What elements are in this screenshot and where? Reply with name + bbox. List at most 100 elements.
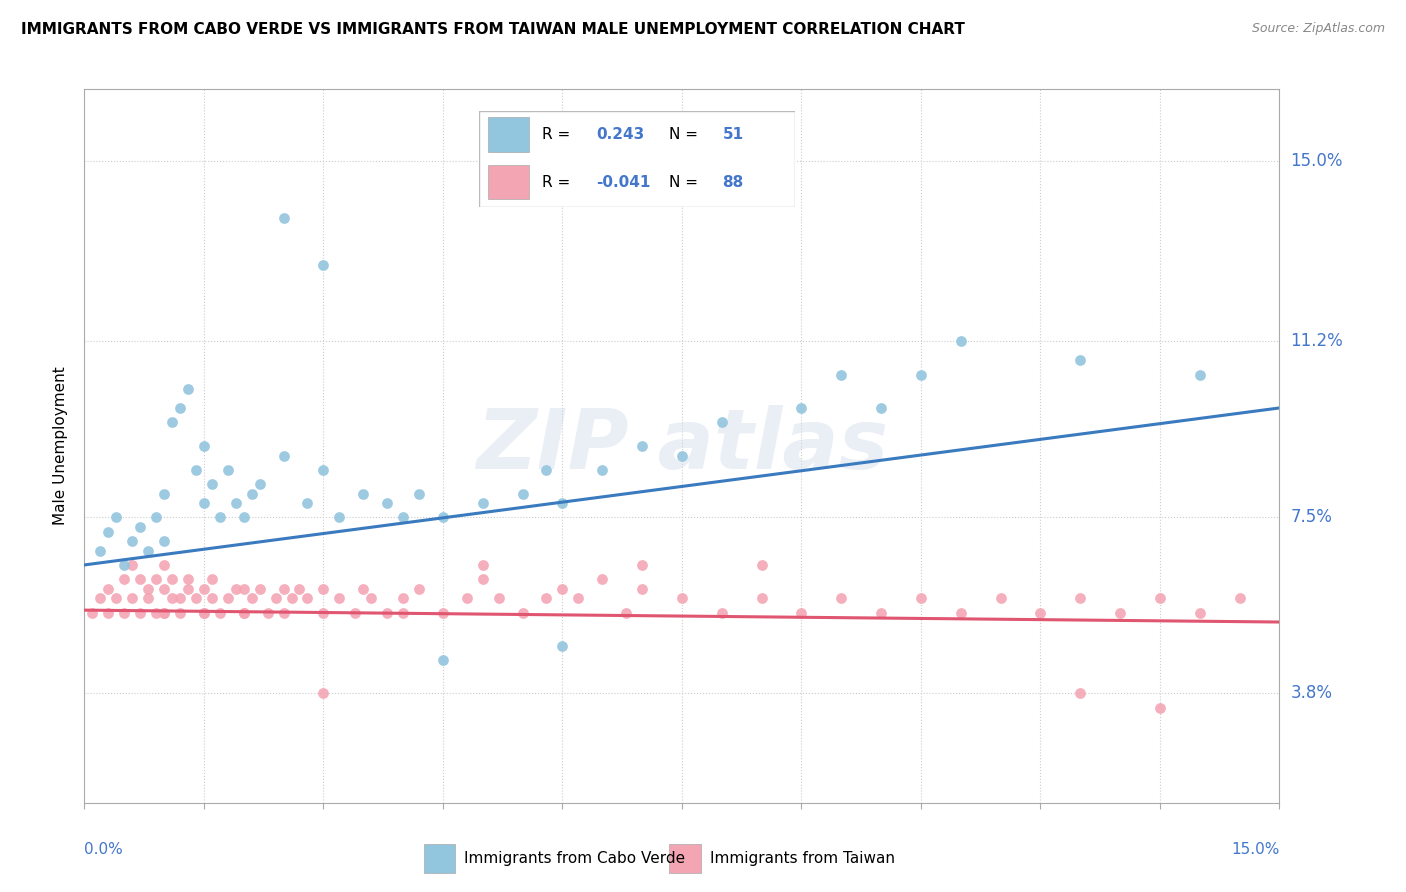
Point [910, 591, 932, 606]
Point [671, 591, 693, 606]
Point [193, 439, 215, 453]
Point [169, 606, 191, 620]
Text: 0.0%: 0.0% [84, 842, 124, 857]
Point [145, 510, 167, 524]
Point [240, 591, 263, 606]
Point [208, 606, 231, 620]
Point [344, 606, 367, 620]
Point [112, 606, 135, 620]
Point [232, 582, 254, 596]
Point [193, 582, 215, 596]
Point [631, 582, 654, 596]
Point [471, 496, 494, 510]
Point [408, 486, 430, 500]
Point [990, 591, 1012, 606]
Point [910, 368, 932, 382]
Point [671, 449, 693, 463]
Point [184, 591, 207, 606]
Text: Immigrants from Cabo Verde: Immigrants from Cabo Verde [464, 851, 686, 866]
Point [1188, 368, 1211, 382]
Point [631, 558, 654, 572]
Point [408, 582, 430, 596]
Point [136, 543, 159, 558]
Text: 7.5%: 7.5% [1291, 508, 1333, 526]
Point [1029, 606, 1052, 620]
Text: N =: N = [669, 128, 697, 142]
Point [177, 382, 200, 396]
Point [1069, 353, 1091, 368]
Point [1229, 591, 1251, 606]
Point [870, 606, 893, 620]
Point [153, 606, 176, 620]
Point [312, 606, 335, 620]
Point [1109, 606, 1132, 620]
Point [193, 496, 215, 510]
Point [153, 582, 176, 596]
Point [392, 591, 415, 606]
Point [153, 486, 176, 500]
Text: 11.2%: 11.2% [1291, 333, 1343, 351]
Bar [669, 844, 700, 873]
Text: N =: N = [669, 176, 697, 190]
Point [121, 591, 143, 606]
Point [249, 477, 271, 491]
Text: 15.0%: 15.0% [1232, 842, 1279, 857]
Point [97, 524, 120, 539]
Point [536, 591, 558, 606]
Point [160, 591, 183, 606]
Point [432, 653, 454, 667]
Point [591, 463, 613, 477]
Text: ZIP atlas: ZIP atlas [475, 406, 889, 486]
Point [121, 558, 143, 572]
Point [112, 558, 135, 572]
Point [751, 558, 773, 572]
Point [249, 582, 271, 596]
Point [193, 606, 215, 620]
Point [273, 211, 295, 225]
Point [105, 510, 128, 524]
Point [312, 258, 335, 272]
Point [710, 606, 733, 620]
Point [121, 534, 143, 549]
Point [153, 534, 176, 549]
Point [591, 572, 613, 586]
Point [456, 591, 478, 606]
Point [790, 401, 813, 415]
Point [328, 510, 350, 524]
Point [614, 606, 637, 620]
Point [432, 606, 454, 620]
Point [97, 582, 120, 596]
Point [352, 486, 374, 500]
Point [264, 591, 287, 606]
Point [201, 572, 224, 586]
Point [184, 463, 207, 477]
Point [160, 572, 183, 586]
Point [217, 591, 239, 606]
Point [751, 591, 773, 606]
Point [488, 591, 510, 606]
Text: R =: R = [543, 128, 571, 142]
Point [217, 463, 239, 477]
Point [136, 591, 159, 606]
Point [830, 368, 852, 382]
Text: Source: ZipAtlas.com: Source: ZipAtlas.com [1251, 22, 1385, 36]
Point [328, 591, 350, 606]
Point [949, 334, 972, 349]
Point [201, 591, 224, 606]
Point [631, 439, 654, 453]
Point [89, 543, 111, 558]
Point [201, 477, 224, 491]
Point [225, 582, 247, 596]
Point [312, 463, 335, 477]
Text: 15.0%: 15.0% [1291, 152, 1343, 169]
Text: R =: R = [543, 176, 571, 190]
Point [360, 591, 382, 606]
Point [790, 606, 813, 620]
Point [193, 606, 215, 620]
Point [710, 415, 733, 429]
Point [232, 510, 254, 524]
Point [256, 606, 278, 620]
Point [89, 591, 111, 606]
Point [153, 606, 176, 620]
Point [312, 582, 335, 596]
